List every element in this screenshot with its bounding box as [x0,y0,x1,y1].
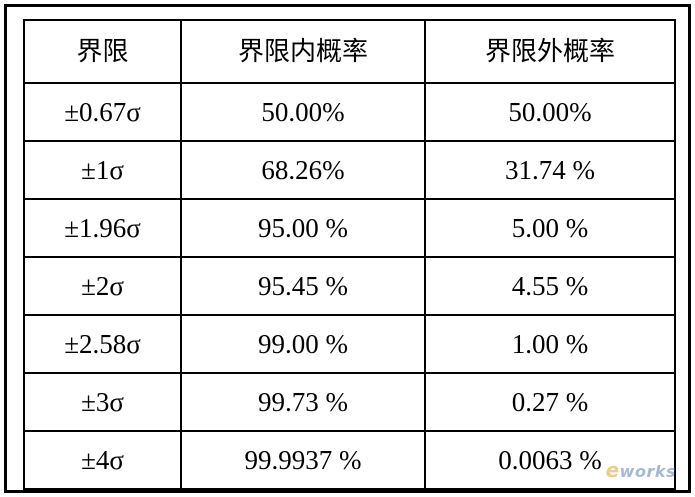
inside-probability-cell: 99.00 % [180,314,426,374]
inside-probability-cell: 95.45 % [180,256,426,316]
outside-probability-cell: 31.74 % [424,140,676,200]
table-row: ±1σ 68.26% 31.74 % [23,140,676,200]
table-row: ±2σ 95.45 % 4.55 % [23,256,676,316]
inside-probability-cell: 95.00 % [180,198,426,258]
table-header-row: 界限 界限内概率 界限外概率 [23,19,676,84]
table-row: ±0.67σ 50.00% 50.00% [23,82,676,142]
limit-cell: ±1σ [23,140,182,200]
limit-cell: ±0.67σ [23,82,182,142]
table-row: ±3σ 99.73 % 0.27 % [23,372,676,432]
limit-cell: ±3σ [23,372,182,432]
header-limit: 界限 [23,19,182,84]
limit-cell: ±1.96σ [23,198,182,258]
table-frame: 界限 界限内概率 界限外概率 ±0.67σ 50.00% 50.00% ±1σ … [4,4,691,493]
header-outside-probability: 界限外概率 [424,19,676,84]
inside-probability-cell: 99.9937 % [180,430,426,490]
table-row: ±1.96σ 95.00 % 5.00 % [23,198,676,258]
probability-limits-table: 界限 界限内概率 界限外概率 ±0.67σ 50.00% 50.00% ±1σ … [23,19,676,490]
outside-probability-cell: 50.00% [424,82,676,142]
watermark-rest: works [619,462,676,481]
outside-probability-cell: 4.55 % [424,256,676,316]
outside-probability-cell: 0.27 % [424,372,676,432]
table-row: ±2.58σ 99.00 % 1.00 % [23,314,676,374]
inside-probability-cell: 50.00% [180,82,426,142]
limit-cell: ±4σ [23,430,182,490]
limit-cell: ±2σ [23,256,182,316]
limit-cell: ±2.58σ [23,314,182,374]
outside-probability-cell: 0.0063 % [424,430,676,490]
inside-probability-cell: 68.26% [180,140,426,200]
eworks-watermark-logo: eworks [606,458,676,482]
inside-probability-cell: 99.73 % [180,372,426,432]
table-row: ±4σ 99.9937 % 0.0063 % [23,430,676,490]
watermark-e: e [605,458,620,482]
outside-probability-cell: 1.00 % [424,314,676,374]
outside-probability-cell: 5.00 % [424,198,676,258]
header-inside-probability: 界限内概率 [180,19,426,84]
